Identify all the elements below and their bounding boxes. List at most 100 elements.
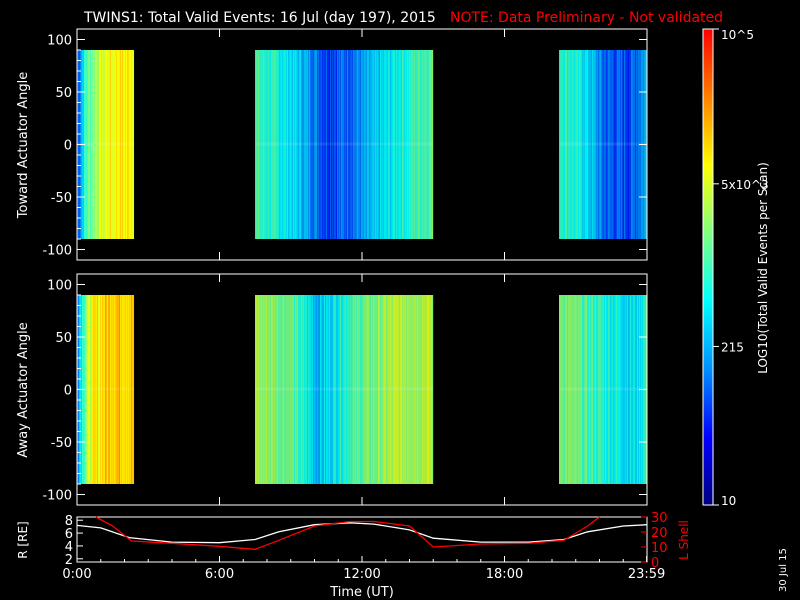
heatmap-column (326, 50, 328, 239)
heatmap-column (564, 50, 566, 239)
heatmap-column (625, 295, 627, 484)
heatmap-column (132, 50, 134, 239)
heatmap-column (372, 50, 374, 239)
heatmap-column (261, 295, 263, 484)
heatmap-column (285, 50, 287, 239)
heatmap-column (350, 50, 352, 239)
heatmap-column (91, 295, 93, 484)
heatmap-column (120, 50, 122, 239)
heatmap-column (604, 295, 606, 484)
heatmap-column (404, 295, 406, 484)
y-tick-label: -100 (42, 244, 72, 259)
heatmap-column (572, 295, 574, 484)
heatmap-column (380, 295, 382, 484)
heatmap-column (129, 295, 131, 484)
heatmap-column (627, 295, 629, 484)
x-tick-label: 23:59 (628, 567, 665, 582)
heatmap-column (574, 50, 576, 239)
heatmap-column (324, 50, 326, 239)
heatmap-column (357, 295, 359, 484)
heatmap-column (402, 50, 404, 239)
heatmap-column (109, 50, 111, 239)
heatmap-column (577, 50, 579, 239)
heatmap-column (385, 50, 387, 239)
heatmap-column (580, 50, 582, 239)
heatmap-column (581, 295, 583, 484)
heatmap-column (595, 50, 597, 239)
heatmap-column (617, 295, 619, 484)
heatmap-column (307, 50, 309, 239)
heatmap-column (98, 295, 100, 484)
heatmap-column (266, 50, 268, 239)
heatmap-column (345, 50, 347, 239)
heatmap-column (591, 50, 593, 239)
heatmap-column (316, 50, 318, 239)
heatmap-column (387, 295, 389, 484)
heatmap-column (396, 50, 398, 239)
heatmap-column (124, 50, 126, 239)
heatmap-column (583, 50, 585, 239)
heatmap-column (125, 50, 127, 239)
heatmap-column (95, 295, 97, 484)
heatmap-column (637, 295, 639, 484)
heatmap-column (623, 295, 625, 484)
heatmap-column (367, 295, 369, 484)
heatmap-column (413, 295, 415, 484)
heatmap-column (104, 295, 106, 484)
heatmap-column (559, 295, 561, 484)
heatmap-column (620, 295, 622, 484)
heatmap-column (636, 295, 638, 484)
heatmap-column (395, 295, 397, 484)
heatmap-column (309, 50, 311, 239)
zero-angle-band (559, 387, 648, 391)
heatmap-column (96, 50, 98, 239)
x-tick-label: 18:00 (486, 567, 523, 582)
heatmap-column (350, 295, 352, 484)
heatmap-column (111, 50, 113, 239)
heatmap-column (629, 50, 631, 239)
heatmap-column (107, 295, 109, 484)
heatmap-column (573, 50, 575, 239)
heatmap-column (277, 295, 279, 484)
zero-angle-band (559, 142, 648, 146)
heatmap-column (575, 295, 577, 484)
heatmap-column (328, 295, 330, 484)
heatmap-column (334, 50, 336, 239)
heatmap-column (376, 295, 378, 484)
heatmap-column (288, 50, 290, 239)
heatmap-column (371, 50, 373, 239)
heatmap-column (351, 295, 353, 484)
heatmap-column (290, 50, 292, 239)
heatmap-column (86, 295, 88, 484)
heatmap-column (114, 295, 116, 484)
heatmap-column (602, 295, 604, 484)
heatmap-column (609, 50, 611, 239)
heatmap-column (404, 50, 406, 239)
away-y-axis: -100 -50 0 50 100 (42, 274, 648, 505)
heatmap-column (274, 50, 276, 239)
heatmap-column (112, 295, 114, 484)
heatmap-column (613, 50, 615, 239)
heatmap-column (411, 50, 413, 239)
heatmap-column (381, 50, 383, 239)
heatmap-column (431, 295, 433, 484)
heatmap-column (281, 50, 283, 239)
heatmap-column (605, 50, 607, 239)
heatmap-column (382, 295, 384, 484)
heatmap-column (399, 50, 401, 239)
heatmap-column (275, 295, 277, 484)
heatmap-column (368, 295, 370, 484)
y-tick-label: 50 (55, 86, 72, 101)
heatmap-column (314, 50, 316, 239)
heatmap-column (401, 295, 403, 484)
heatmap-column (432, 50, 434, 239)
heatmap-column (271, 50, 273, 239)
y-tick-label: 0 (64, 384, 72, 399)
heatmap-column (379, 50, 381, 239)
heatmap-column (611, 295, 613, 484)
heatmap-column (313, 50, 315, 239)
heatmap-column (297, 50, 299, 239)
heatmap-column (574, 295, 576, 484)
heatmap-column (324, 295, 326, 484)
heatmap-column (107, 50, 109, 239)
